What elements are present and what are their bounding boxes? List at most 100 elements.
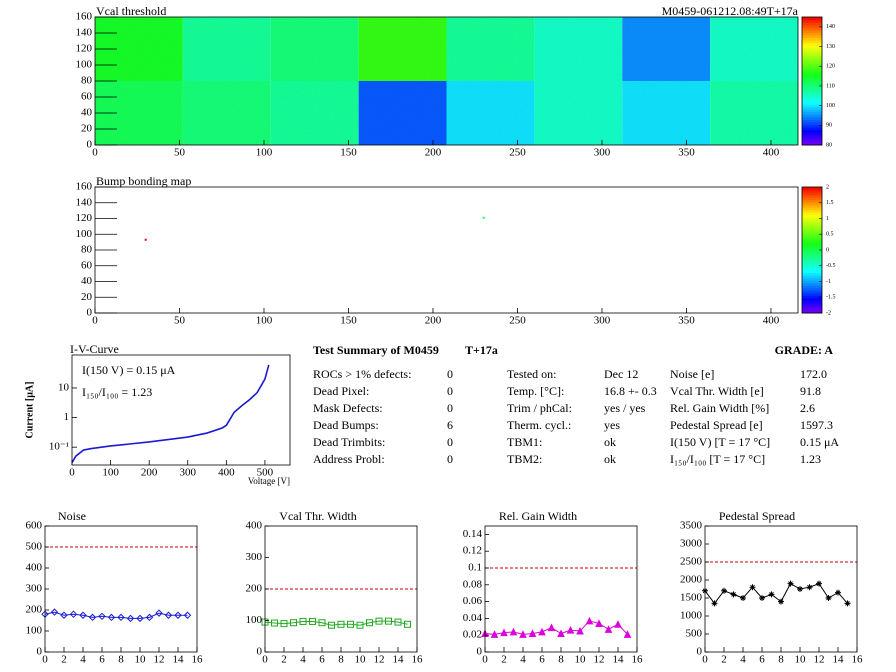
summary-label: Temp. [°C]: [507, 384, 564, 398]
y-tick-label: 10 [58, 382, 70, 394]
colorbar-segment [802, 260, 822, 264]
y-tick-label: 1500 [680, 592, 703, 604]
marker [623, 630, 632, 638]
colorbar-segment [802, 86, 822, 90]
colorbar-segment [802, 199, 822, 203]
summary-label: Tested on: [507, 367, 556, 381]
colorbar-tick-label: 80 [826, 142, 832, 148]
colorbar-segment [802, 55, 822, 59]
y-tick-label: 0 [87, 307, 93, 319]
marker [816, 580, 822, 587]
colorbar-segment [802, 197, 822, 201]
chart-title: Vcal Thr. Width [279, 509, 356, 523]
colorbar-segment [802, 219, 822, 223]
marker [749, 584, 756, 591]
x-tick-label: 10 [135, 654, 147, 666]
marker [519, 630, 527, 638]
x-tick-label: 350 [678, 147, 695, 159]
colorbar-segment [802, 277, 822, 281]
colorbar-segment [802, 187, 822, 191]
colorbar-segment [802, 280, 822, 284]
y-tick-label: 500 [686, 628, 703, 640]
x-tick-label: 400 [763, 315, 780, 327]
marker [366, 619, 373, 627]
y-tick-label: 140 [76, 27, 93, 39]
y-tick-label: 160 [76, 181, 93, 193]
colorbar-segment [802, 93, 822, 97]
colorbar-segment [802, 282, 822, 286]
marker [490, 630, 499, 638]
summary-value: Dec 12 [604, 367, 638, 381]
plot-line [704, 561, 857, 605]
marker [509, 627, 518, 636]
summary-label: Trim / phCal: [507, 401, 572, 415]
chart-subtitle: M0459-061212.08:49T+17a [662, 4, 799, 18]
marker [88, 613, 97, 622]
y-tick-label: 80 [81, 244, 93, 256]
colorbar-segment [802, 29, 822, 33]
colorbar-segment [802, 68, 822, 72]
y-tick-label: 80 [81, 75, 93, 87]
x-tick-label: 8 [558, 654, 564, 666]
colorbar-segment [802, 202, 822, 206]
colorbar-segment [802, 234, 822, 238]
summary-value: ok [604, 452, 616, 466]
y-tick-label: 0.12 [463, 545, 482, 557]
x-tick-label: 200 [425, 315, 442, 327]
y-tick-label: 0 [37, 646, 43, 658]
colorbar-segment [802, 239, 822, 243]
x-tick-label: 150 [340, 147, 357, 159]
marker [778, 598, 784, 605]
colorbar-segment [802, 192, 822, 196]
colorbar-segment [802, 275, 822, 279]
colorbar-segment [802, 295, 822, 299]
colorbar-segment [802, 290, 822, 294]
marker [604, 625, 613, 633]
summary-title: Test Summary of M0459 [313, 343, 439, 357]
y-tick-label: 160 [76, 11, 93, 23]
colorbar-segment [802, 305, 822, 309]
x-tick-label: 16 [632, 654, 644, 666]
marker [835, 589, 841, 596]
x-tick-label: 0 [92, 315, 98, 327]
summary-value: 6 [447, 418, 453, 432]
marker [337, 620, 345, 628]
annotation: I₁₅₀/I₁₀₀ = 1.23 [82, 385, 152, 399]
x-tick-label: 12 [154, 654, 165, 666]
colorbar-segment [802, 52, 822, 56]
colorbar-segment [802, 75, 822, 79]
x-tick-label: 6 [99, 654, 105, 666]
marker [787, 580, 794, 587]
x-tick-label: 200 [425, 147, 442, 159]
colorbar-segment [802, 129, 822, 133]
chart-title: Bump bonding map [96, 174, 191, 188]
marker [797, 586, 803, 592]
colorbar-tick-label: 130 [826, 44, 835, 50]
marker [174, 611, 182, 619]
colorbar-segment [802, 47, 822, 51]
marker [155, 609, 163, 617]
colorbar-segment [802, 272, 822, 276]
colorbar-segment [802, 78, 822, 82]
marker [404, 620, 411, 628]
x-tick-label: 6 [759, 654, 765, 666]
x-tick-label: 300 [594, 315, 611, 327]
bump-point [482, 216, 485, 219]
x-tick-label: 2 [281, 654, 287, 666]
x-tick-label: 400 [218, 467, 235, 479]
x-tick-label: 0 [702, 654, 708, 666]
x-tick-label: 50 [174, 147, 186, 159]
colorbar-tick-label: 110 [826, 83, 835, 89]
colorbar-segment [802, 19, 822, 23]
colorbar-segment [802, 300, 822, 304]
colorbar-segment [802, 22, 822, 26]
plot-line [71, 364, 270, 464]
colorbar-segment [802, 207, 822, 211]
x-tick-label: 12 [594, 654, 605, 666]
y-tick-label: 400 [246, 520, 263, 532]
x-tick-label: 8 [118, 654, 124, 666]
summary-value: 91.8 [800, 384, 821, 398]
summary-label: TBM1: [507, 435, 542, 449]
marker [585, 616, 594, 625]
